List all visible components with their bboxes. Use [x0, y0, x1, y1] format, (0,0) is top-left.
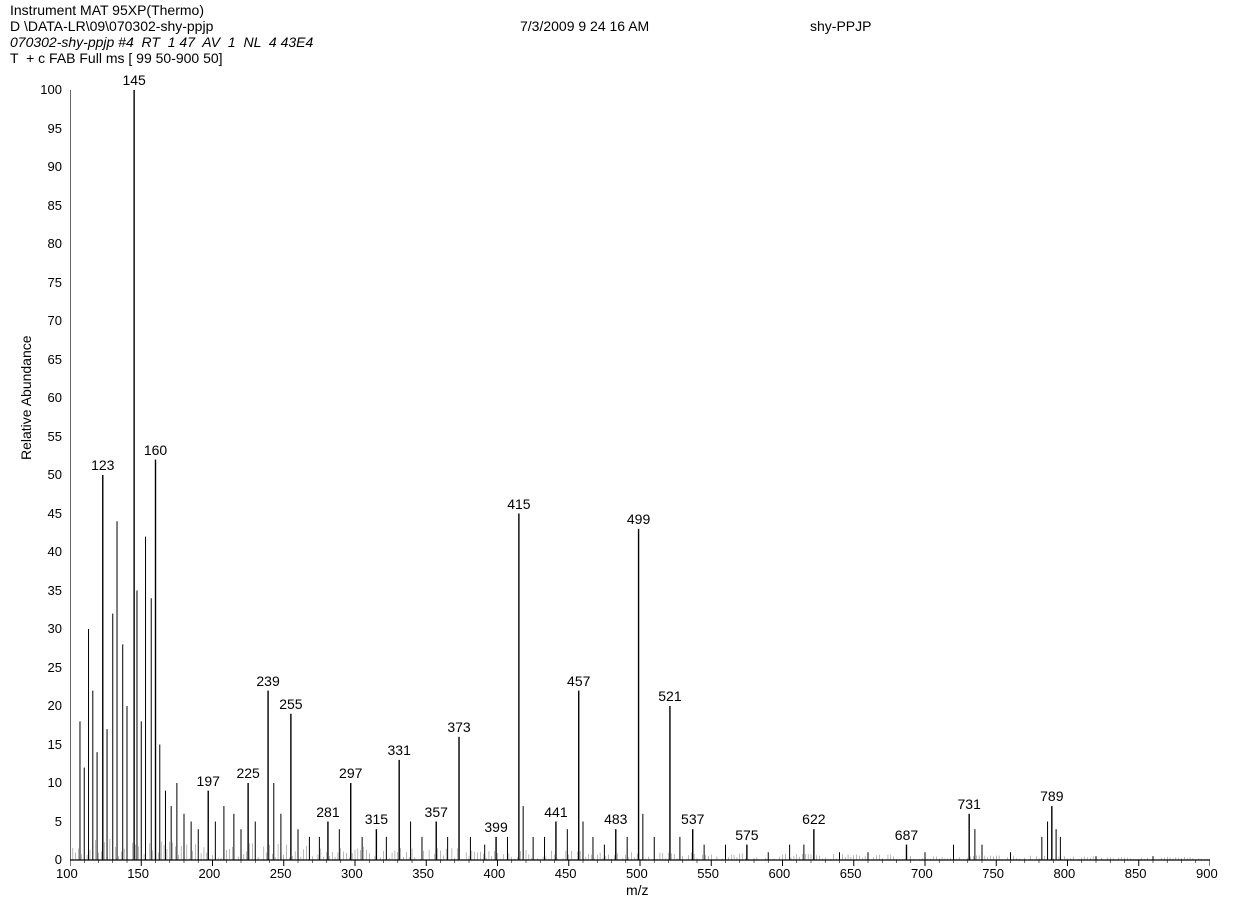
y-tick-label: 30: [34, 621, 62, 636]
y-tick-label: 45: [34, 506, 62, 521]
peak-label-331: 331: [387, 742, 410, 758]
y-tick-label: 95: [34, 121, 62, 136]
peak-label-145: 145: [122, 72, 145, 88]
x-tick-label: 600: [769, 866, 791, 881]
y-tick-label: 90: [34, 159, 62, 174]
y-tick-label: 65: [34, 352, 62, 367]
y-tick-label: 85: [34, 198, 62, 213]
y-tick-label: 20: [34, 698, 62, 713]
extra-peaks-group: [80, 521, 1153, 860]
peak-label-687: 687: [895, 827, 918, 843]
peak-label-225: 225: [236, 765, 259, 781]
peak-label-297: 297: [339, 765, 362, 781]
peak-label-499: 499: [627, 511, 650, 527]
x-tick-label: 100: [56, 866, 78, 881]
timestamp: 7/3/2009 9 24 16 AM: [520, 18, 649, 34]
x-tick-label: 800: [1054, 866, 1076, 881]
y-tick-label: 0: [34, 852, 62, 867]
instrument-line: Instrument MAT 95XP(Thermo): [10, 2, 313, 18]
peak-label-357: 357: [425, 804, 448, 820]
peak-label-483: 483: [604, 811, 627, 827]
peak-label-315: 315: [365, 811, 388, 827]
x-tick-label: 350: [412, 866, 434, 881]
x-tick-label: 850: [1125, 866, 1147, 881]
y-tick-label: 75: [34, 275, 62, 290]
x-tick-label: 150: [127, 866, 149, 881]
y-tick-label: 35: [34, 583, 62, 598]
y-tick-label: 25: [34, 660, 62, 675]
x-tick-label: 550: [697, 866, 719, 881]
y-tick-label: 70: [34, 313, 62, 328]
peak-label-415: 415: [507, 496, 530, 512]
y-tick-label: 5: [34, 814, 62, 829]
header-block: Instrument MAT 95XP(Thermo) D \DATA-LR\0…: [10, 2, 313, 66]
x-axis-label: m/z: [626, 882, 649, 898]
peak-label-441: 441: [544, 804, 567, 820]
spectrum-plot: [70, 90, 1210, 860]
y-tick-label: 100: [34, 82, 62, 97]
y-axis-label: Relative Abundance: [18, 335, 34, 460]
labeled-peaks-group: [103, 90, 1052, 860]
peak-label-373: 373: [447, 719, 470, 735]
peak-label-399: 399: [484, 819, 507, 835]
peak-label-622: 622: [802, 811, 825, 827]
peak-label-281: 281: [316, 804, 339, 820]
y-tick-label: 10: [34, 775, 62, 790]
peak-label-160: 160: [144, 442, 167, 458]
peak-label-789: 789: [1040, 788, 1063, 804]
y-tick-label: 40: [34, 544, 62, 559]
peak-label-457: 457: [567, 673, 590, 689]
x-tick-label: 750: [982, 866, 1004, 881]
peak-label-255: 255: [279, 696, 302, 712]
x-tick-label: 500: [626, 866, 648, 881]
y-tick-label: 60: [34, 390, 62, 405]
y-tick-label: 15: [34, 737, 62, 752]
peak-label-731: 731: [957, 796, 980, 812]
x-tick-label: 700: [911, 866, 933, 881]
scan-line: 070302-shy-ppjp #4 RT 1 47 AV 1 NL 4 43E…: [10, 34, 313, 50]
x-tick-label: 250: [270, 866, 292, 881]
sample-name: shy-PPJP: [810, 18, 871, 34]
y-tick-label: 55: [34, 429, 62, 444]
peak-label-239: 239: [256, 673, 279, 689]
x-tick-label: 400: [484, 866, 506, 881]
y-tick-label: 80: [34, 236, 62, 251]
x-tick-label: 200: [199, 866, 221, 881]
x-tick-label: 650: [840, 866, 862, 881]
peak-label-521: 521: [658, 688, 681, 704]
path-line: D \DATA-LR\09\070302-shy-ppjp: [10, 18, 313, 34]
peak-label-537: 537: [681, 811, 704, 827]
mode-line: T + c FAB Full ms [ 99 50-900 50]: [10, 50, 313, 66]
peak-label-575: 575: [735, 827, 758, 843]
x-tick-label: 300: [341, 866, 363, 881]
x-tick-label: 900: [1196, 866, 1218, 881]
peak-label-123: 123: [91, 457, 114, 473]
peak-label-197: 197: [197, 773, 220, 789]
y-tick-label: 50: [34, 467, 62, 482]
x-tick-label: 450: [555, 866, 577, 881]
